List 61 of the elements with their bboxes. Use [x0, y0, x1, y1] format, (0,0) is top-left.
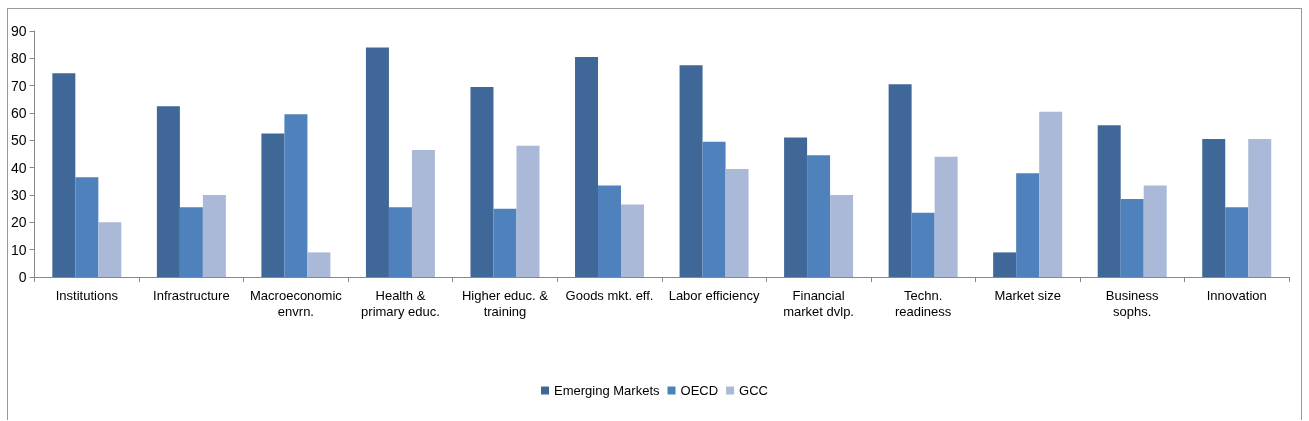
bar: [411, 149, 435, 277]
bar: [202, 195, 226, 277]
y-tick-label: 80: [10, 50, 27, 67]
bar: [830, 195, 854, 277]
x-tick-label: Market size: [994, 287, 1061, 303]
bar: [388, 207, 412, 277]
bar: [1202, 138, 1226, 277]
bar: [575, 56, 599, 277]
bar: [784, 137, 808, 277]
bar: [702, 141, 726, 277]
bar: [598, 185, 622, 277]
bar: [1225, 207, 1249, 277]
bar: [1097, 125, 1121, 277]
bar: [365, 47, 389, 277]
x-tick-label: Higher educ. & training: [461, 287, 549, 319]
x-tick-label: Goods mkt. eff.: [565, 287, 654, 303]
x-tick-label: Labor efficiency: [668, 287, 760, 303]
y-tick-label: 30: [10, 187, 27, 203]
x-tick-label: Financial market dvlp.: [783, 287, 854, 319]
x-tick-label: Techn. readiness: [894, 287, 952, 319]
y-tick-label: 10: [10, 241, 27, 258]
y-tick-label: 0: [18, 269, 27, 285]
y-tick-label: 20: [10, 214, 27, 231]
legend-label: Emerging Markets: [554, 383, 661, 398]
x-tick-label: Infrastructure: [153, 287, 230, 303]
bar: [1248, 138, 1272, 277]
bar: [621, 204, 645, 277]
y-tick-label: 60: [10, 105, 27, 121]
bar: [98, 222, 122, 277]
bar: [888, 84, 912, 277]
bar: [470, 87, 494, 277]
y-tick-label: 70: [10, 77, 27, 94]
bar: [307, 252, 331, 277]
bar: [1016, 173, 1040, 277]
y-tick-label: 90: [10, 23, 27, 39]
bar: [1143, 185, 1167, 277]
bar: [993, 252, 1017, 277]
legend-label: OECD: [680, 383, 719, 398]
legend-label: GCC: [739, 383, 768, 398]
bar: [911, 212, 935, 277]
bar: [284, 114, 308, 277]
bar: [679, 65, 703, 277]
bar: [156, 106, 180, 277]
x-tick-label: Business sophs.: [1105, 287, 1160, 319]
x-tick-label: Innovation: [1206, 287, 1267, 303]
bar: [75, 177, 99, 277]
y-tick-label: 50: [10, 132, 27, 149]
bar: [1039, 111, 1063, 277]
x-tick-label: Health & primary educ.: [361, 287, 440, 319]
bar: [261, 133, 285, 277]
bar: [725, 169, 749, 277]
bar: [52, 73, 76, 277]
x-tick-label: Macroeconomic envrn.: [250, 287, 343, 319]
bar: [493, 208, 517, 277]
bar: [1120, 199, 1144, 277]
x-tick-label: Institutions: [55, 287, 119, 303]
bar: [934, 156, 958, 277]
bar: [179, 207, 203, 277]
bar: [516, 145, 540, 277]
bar: [807, 155, 831, 277]
y-tick-label: 40: [10, 159, 27, 176]
